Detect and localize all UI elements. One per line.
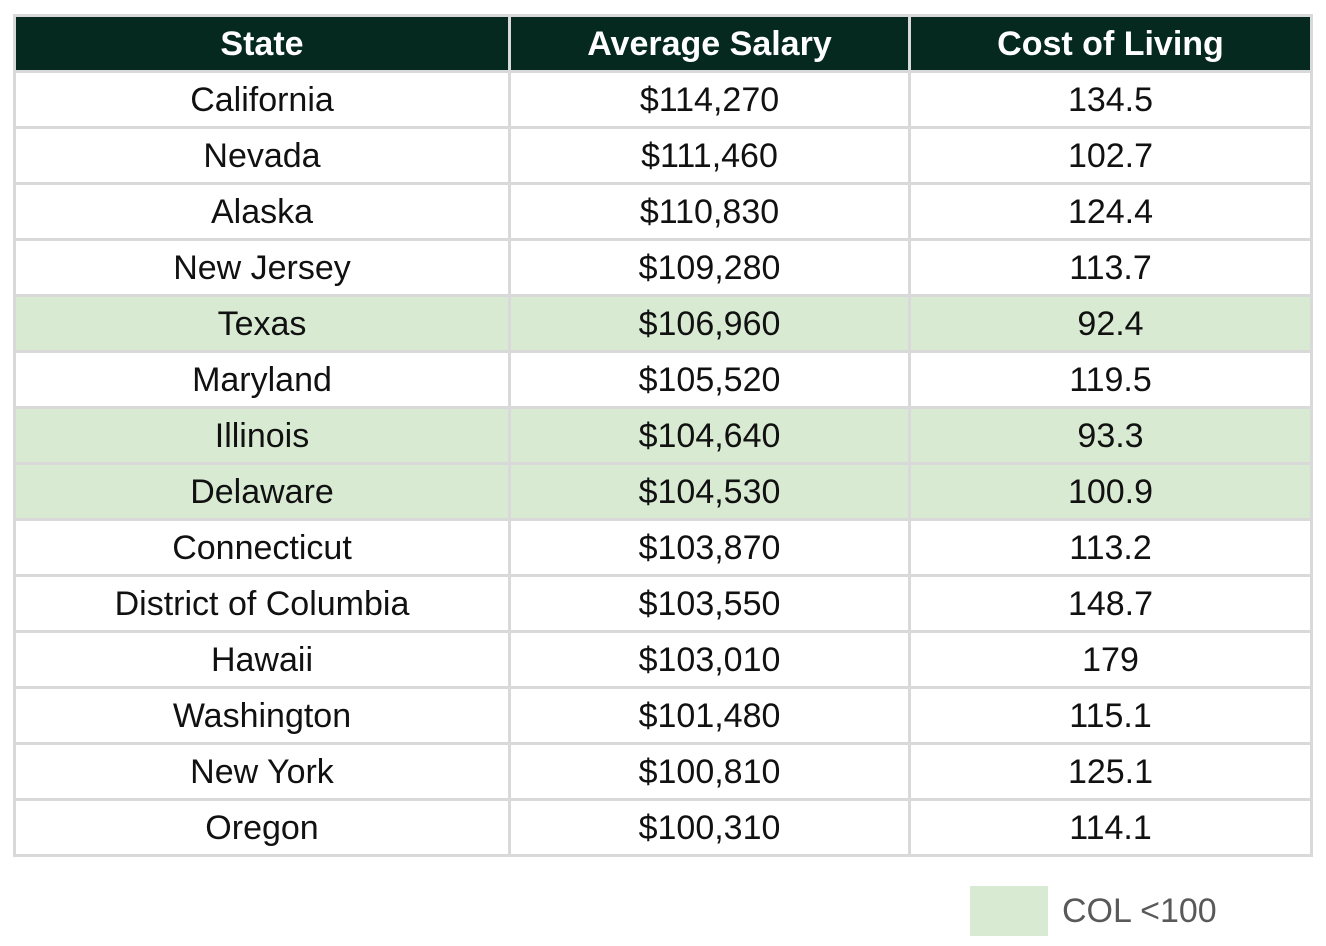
cell-cost-of-living: 119.5 [908, 350, 1313, 409]
table-row: Illinois $104,640 93.3 [13, 406, 1313, 465]
cell-state: Delaware [13, 462, 511, 521]
table-row: Delaware $104,530 100.9 [13, 462, 1313, 521]
legend-label: COL <100 [1062, 891, 1217, 930]
legend-swatch [970, 886, 1048, 936]
table-row: Oregon $100,310 114.1 [13, 798, 1313, 857]
table-row: California $114,270 134.5 [13, 70, 1313, 129]
cell-state: Hawaii [13, 630, 511, 689]
table-row: Washington $101,480 115.1 [13, 686, 1313, 745]
cell-average-salary: $103,870 [508, 518, 911, 577]
cell-average-salary: $100,310 [508, 798, 911, 857]
cell-cost-of-living: 113.2 [908, 518, 1313, 577]
cell-average-salary: $101,480 [508, 686, 911, 745]
cell-average-salary: $114,270 [508, 70, 911, 129]
salary-table: State Average Salary Cost of Living Cali… [13, 14, 1313, 857]
table-row: Texas $106,960 92.4 [13, 294, 1313, 353]
cell-cost-of-living: 100.9 [908, 462, 1313, 521]
cell-state: New Jersey [13, 238, 511, 297]
cell-cost-of-living: 113.7 [908, 238, 1313, 297]
cell-cost-of-living: 102.7 [908, 126, 1313, 185]
header-average-salary: Average Salary [508, 14, 911, 73]
cell-state: District of Columbia [13, 574, 511, 633]
cell-state: Nevada [13, 126, 511, 185]
header-row: State Average Salary Cost of Living [13, 14, 1313, 73]
cell-state: New York [13, 742, 511, 801]
table-row: District of Columbia $103,550 148.7 [13, 574, 1313, 633]
cell-cost-of-living: 114.1 [908, 798, 1313, 857]
cell-average-salary: $105,520 [508, 350, 911, 409]
header-state: State [13, 14, 511, 73]
table-body: California $114,270 134.5 Nevada $111,460 102… [13, 70, 1313, 857]
table-row: Alaska $110,830 124.4 [13, 182, 1313, 241]
table-row: Hawaii $103,010 179 [13, 630, 1313, 689]
cell-cost-of-living: 179 [908, 630, 1313, 689]
cell-state: Texas [13, 294, 511, 353]
table-row: Connecticut $103,870 113.2 [13, 518, 1313, 577]
cell-cost-of-living: 115.1 [908, 686, 1313, 745]
cell-average-salary: $111,460 [508, 126, 911, 185]
cell-average-salary: $109,280 [508, 238, 911, 297]
cell-state: Illinois [13, 406, 511, 465]
cell-cost-of-living: 92.4 [908, 294, 1313, 353]
cell-state: Oregon [13, 798, 511, 857]
cell-state: Connecticut [13, 518, 511, 577]
cell-average-salary: $103,550 [508, 574, 911, 633]
cell-cost-of-living: 134.5 [908, 70, 1313, 129]
cell-average-salary: $106,960 [508, 294, 911, 353]
legend: COL <100 [970, 885, 1217, 937]
cell-average-salary: $100,810 [508, 742, 911, 801]
cell-state: California [13, 70, 511, 129]
cell-cost-of-living: 148.7 [908, 574, 1313, 633]
cell-state: Washington [13, 686, 511, 745]
cell-cost-of-living: 124.4 [908, 182, 1313, 241]
cell-average-salary: $103,010 [508, 630, 911, 689]
cell-state: Maryland [13, 350, 511, 409]
cell-average-salary: $104,530 [508, 462, 911, 521]
cell-average-salary: $104,640 [508, 406, 911, 465]
cell-state: Alaska [13, 182, 511, 241]
table-row: Maryland $105,520 119.5 [13, 350, 1313, 409]
table-row: Nevada $111,460 102.7 [13, 126, 1313, 185]
cell-cost-of-living: 93.3 [908, 406, 1313, 465]
table-row: New Jersey $109,280 113.7 [13, 238, 1313, 297]
header-cost-of-living: Cost of Living [908, 14, 1313, 73]
table-row: New York $100,810 125.1 [13, 742, 1313, 801]
cell-cost-of-living: 125.1 [908, 742, 1313, 801]
cell-average-salary: $110,830 [508, 182, 911, 241]
